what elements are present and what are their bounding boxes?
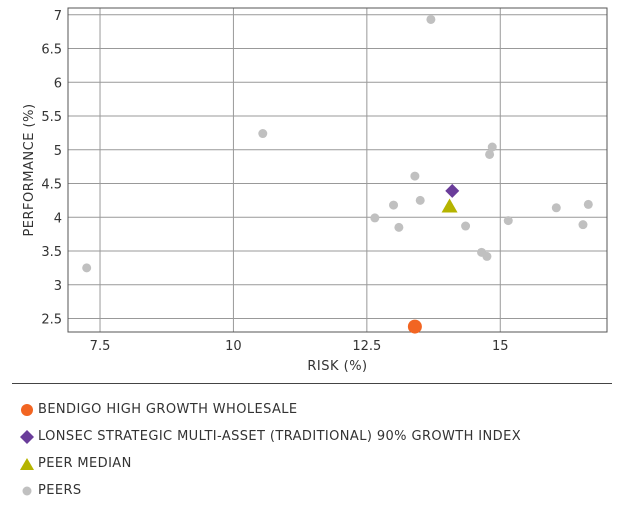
peer-point <box>485 149 495 159</box>
peer-point <box>410 171 420 181</box>
peer-point <box>258 129 268 139</box>
x-tick-label: 12.5 <box>352 339 381 354</box>
data-points <box>82 14 593 334</box>
median-point <box>441 198 458 213</box>
x-tick-label: 15 <box>492 339 509 354</box>
peer-point <box>461 221 471 231</box>
peer-point <box>503 216 513 226</box>
y-tick-label: 2.5 <box>41 313 62 328</box>
legend: BENDIGO HIGH GROWTH WHOLESALE LONSEC STR… <box>20 396 600 504</box>
legend-item-fund: BENDIGO HIGH GROWTH WHOLESALE <box>20 396 600 423</box>
purple-diamond-icon <box>20 430 34 444</box>
plot-frame <box>67 7 608 333</box>
peer-point <box>551 203 561 213</box>
legend-divider <box>12 383 612 384</box>
peer-point <box>578 220 588 230</box>
y-tick-label: 4.5 <box>41 178 62 193</box>
fund-point <box>407 319 422 334</box>
peer-point <box>487 142 497 152</box>
peer-point <box>482 251 492 261</box>
y-tick-label: 3.5 <box>41 245 62 260</box>
y-tick-label: 6 <box>54 76 62 91</box>
x-tick-label: 10 <box>225 339 242 354</box>
legend-item-index: LONSEC STRATEGIC MULTI-ASSET (TRADITIONA… <box>20 423 600 450</box>
scatter-chart: 7.5 10 12.5 15 2.5 3 3.5 4 4.5 5 5.5 6 6.5 7 RISK (%)… <box>22 7 608 374</box>
grey-circle-icon <box>22 486 32 496</box>
y-tick-label: 4 <box>54 211 62 226</box>
x-axis-label: RISK (%) <box>307 359 367 374</box>
grid <box>68 8 607 332</box>
index-point <box>445 183 460 198</box>
x-tick-label: 7.5 <box>90 339 111 354</box>
orange-circle-icon <box>21 404 33 416</box>
olive-triangle-icon <box>20 458 34 470</box>
peer-point <box>426 14 436 24</box>
y-tick-label: 5.5 <box>41 110 62 125</box>
y-tick-label: 5 <box>54 144 62 159</box>
y-tick-label: 7 <box>54 9 62 24</box>
legend-label: PEER MEDIAN <box>38 456 132 471</box>
legend-label: LONSEC STRATEGIC MULTI-ASSET (TRADITIONA… <box>38 429 521 444</box>
y-tick-label: 3 <box>54 279 62 294</box>
legend-item-median: PEER MEDIAN <box>20 450 600 477</box>
peer-point <box>583 199 593 209</box>
peer-point <box>389 200 399 210</box>
legend-item-peers: PEERS <box>20 477 600 504</box>
peer-point <box>394 222 404 232</box>
peer-point <box>82 263 92 273</box>
legend-label: PEERS <box>38 483 82 498</box>
legend-label: BENDIGO HIGH GROWTH WHOLESALE <box>38 402 298 417</box>
peer-point <box>415 195 425 205</box>
peer-point <box>370 213 380 223</box>
y-axis-label: PERFORMANCE (%) <box>22 103 37 236</box>
y-tick-label: 6.5 <box>41 43 62 58</box>
tick-labels: 7.5 10 12.5 15 2.5 3 3.5 4 4.5 5 5.5 6 6.5 7 <box>41 9 508 354</box>
